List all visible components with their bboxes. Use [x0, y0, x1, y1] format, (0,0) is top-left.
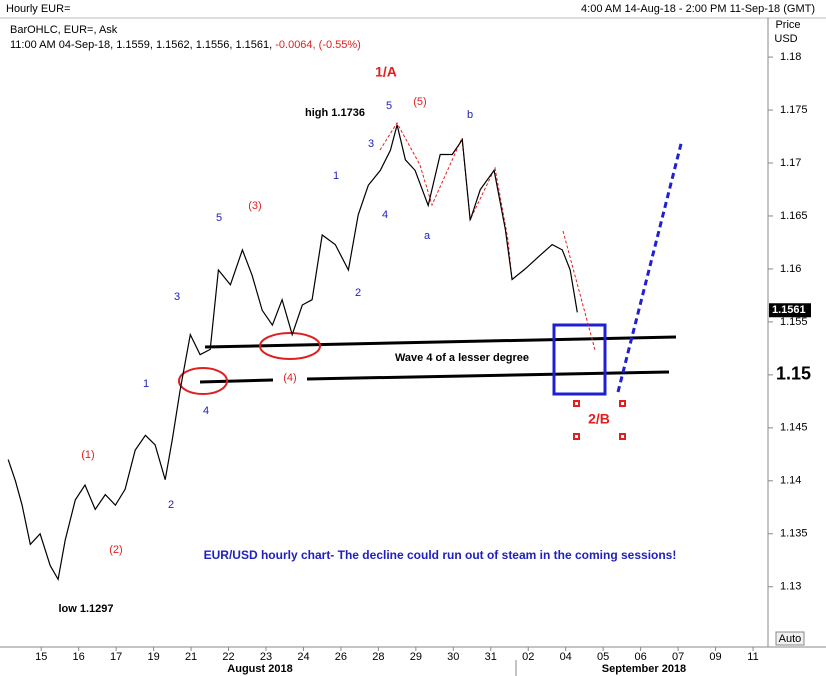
trend-line	[204, 335, 677, 349]
marker	[573, 400, 580, 407]
x-tick-label: 30	[447, 651, 459, 663]
y-tick-label: 1.17	[780, 157, 801, 169]
annotation: (4)	[283, 372, 296, 384]
x-tick-label: 04	[560, 651, 572, 663]
chart-title: Hourly EUR=	[6, 3, 71, 15]
y-tick-label: 1.155	[780, 316, 808, 328]
x-tick-label: 15	[35, 651, 47, 663]
x-tick-label: 24	[297, 651, 309, 663]
annotation: high 1.1736	[305, 107, 365, 119]
auto-button[interactable]	[775, 631, 805, 646]
month-label: August 2018	[227, 663, 292, 675]
x-tick-label: 07	[672, 651, 684, 663]
x-tick-label: 09	[709, 651, 721, 663]
y-tick-label: 1.16	[780, 263, 801, 275]
annotation: 3	[174, 291, 180, 303]
wave-line	[562, 230, 596, 351]
annotation: 1	[333, 170, 339, 182]
month-label: September 2018	[602, 663, 686, 675]
overlays	[178, 122, 684, 440]
x-tick-label: 31	[485, 651, 497, 663]
marker	[619, 400, 626, 407]
x-tick-label: 29	[410, 651, 422, 663]
annotation: low 1.1297	[58, 603, 113, 615]
last-price-label: 1.1561	[772, 304, 806, 316]
info-line: 11:00 AM 04-Sep-18, 1.1559, 1.1562, 1.15…	[10, 39, 361, 51]
x-tick-label: 06	[634, 651, 646, 663]
y-axis-label: Price	[775, 19, 800, 31]
annotation: 4	[203, 405, 209, 417]
y-tick-label: 1.18	[780, 51, 801, 63]
annotation: EUR/USD hourly chart- The decline could …	[204, 548, 677, 562]
range-text: 4:00 AM 14-Aug-18 - 2:00 PM 11-Sep-18 (G…	[581, 3, 815, 15]
x-tick-label: 19	[147, 651, 159, 663]
trend-line	[199, 378, 274, 384]
y-tick-label: 1.175	[780, 104, 808, 116]
x-tick-label: 28	[372, 651, 384, 663]
x-tick-label: 05	[597, 651, 609, 663]
highlight-ellipse	[178, 367, 228, 395]
marker	[619, 433, 626, 440]
info-change: -0.0064, (-0.55%)	[275, 39, 361, 51]
annotation: (3)	[248, 200, 261, 212]
annotation: (2)	[109, 544, 122, 556]
annotation: 2	[168, 499, 174, 511]
x-tick-label: 26	[335, 651, 347, 663]
annotation: b	[467, 109, 473, 121]
wave-line	[379, 122, 513, 281]
y-tick-label: 1.15	[776, 364, 811, 384]
x-tick-label: 16	[73, 651, 85, 663]
highlight-ellipse	[259, 332, 321, 360]
info-text: 11:00 AM 04-Sep-18, 1.1559, 1.1562, 1.15…	[10, 39, 275, 51]
marker	[573, 433, 580, 440]
x-tick-label: 17	[110, 651, 122, 663]
auto-label[interactable]: Auto	[779, 633, 802, 645]
annotation: 2/B	[588, 411, 610, 427]
y-tick-label: 1.135	[780, 528, 808, 540]
x-tick-label: 11	[747, 651, 758, 663]
annotation: 4	[382, 209, 388, 221]
projection-line	[616, 139, 684, 393]
annotation: (1)	[81, 449, 94, 461]
annotation: 2	[355, 287, 361, 299]
y-axis-label: USD	[774, 33, 797, 45]
target-markers	[573, 400, 626, 440]
y-tick-label: 1.145	[780, 422, 808, 434]
x-tick-label: 02	[522, 651, 534, 663]
x-tick-label: 23	[260, 651, 272, 663]
annotation: 5	[216, 212, 222, 224]
annotation: 1	[143, 378, 149, 390]
annotation: 5	[386, 100, 392, 112]
last-price-box	[769, 303, 811, 318]
y-tick-label: 1.14	[780, 475, 801, 487]
y-tick-label: 1.13	[780, 581, 801, 593]
price-line	[7, 124, 578, 582]
subtitle: BarOHLC, EUR=, Ask	[10, 24, 118, 36]
x-tick-label: 21	[185, 651, 197, 663]
trend-line	[306, 370, 670, 381]
annotation: Wave 4 of a lesser degree	[395, 352, 529, 364]
annotation: a	[424, 230, 431, 242]
annotation: (5)	[413, 96, 426, 108]
y-tick-label: 1.165	[780, 210, 808, 222]
target-box	[552, 323, 607, 396]
annotation: 1/A	[375, 64, 397, 80]
x-tick-label: 22	[222, 651, 234, 663]
annotation: 3	[368, 138, 374, 150]
